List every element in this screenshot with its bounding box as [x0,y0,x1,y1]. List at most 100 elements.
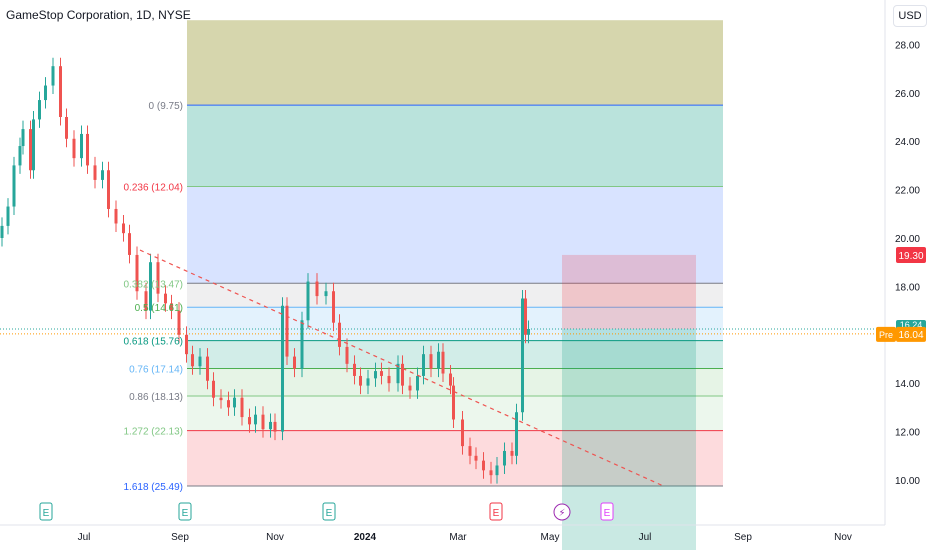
earnings-marker [322,502,336,521]
candle-body [72,138,76,159]
candle-body [135,254,139,292]
candle-body [149,262,152,311]
fib-label: 0.86 (18.13) [129,392,183,403]
price-tick-label: 20.00 [895,234,920,245]
candle-body [353,363,356,376]
fib-band [187,20,723,106]
candle-body [191,354,194,367]
fib-band [187,307,723,341]
fib-label: 0.5 (14.61) [135,303,183,314]
earnings-marker-label: E [43,508,50,519]
candle-body [495,465,499,476]
candle-body [300,320,304,369]
target-price-value: 19.30 [898,251,923,262]
earnings-marker [600,502,614,521]
candle-body [128,233,131,255]
candle-body [306,281,310,321]
candle-body [396,363,400,384]
price-tick-label: 24.00 [895,137,920,148]
candle-body [408,385,412,391]
dividend-marker-label: ⚡ [558,508,565,519]
time-axis[interactable]: Jul Sep Nov 2024 Mar May Jul Sep Nov [0,524,885,543]
candle-body [0,225,4,238]
candle-body [429,354,433,369]
fib-label: 0.618 (15.76) [124,337,184,348]
candle-body [374,371,377,379]
candle-body [380,371,383,376]
candle-body [285,305,289,357]
candle-body [122,223,125,234]
time-tick-label: Sep [171,532,189,543]
candle-body [44,85,47,101]
candle-body [510,450,514,456]
candle-body [293,356,296,369]
fib-band [187,283,723,308]
candle-body [482,460,485,471]
candle-body [345,346,349,364]
event-markers: E E E E E ⚡ [39,502,614,521]
price-tick-label: 10.00 [895,476,920,487]
price-tick-label: 18.00 [895,282,920,293]
candle-body [527,328,530,335]
candle-body [80,133,83,159]
time-tick-label: May [541,532,560,543]
candle-body [219,397,223,401]
candle-body [269,421,272,430]
candle-body [254,414,257,425]
candle-body [437,351,440,369]
candle-body [515,412,518,456]
stop-box [562,328,696,550]
candle-body [416,375,419,391]
candle-body [101,170,104,180]
candle-body [185,334,188,355]
earnings-marker [39,502,53,521]
candle-body [29,129,32,171]
fib-band [187,105,723,187]
fib-label: 1.618 (25.49) [124,482,184,493]
candle-body [359,375,362,386]
time-tick-label: Jul [78,532,91,543]
fib-labels: 1.618 (25.49) 1.272 (22.13) 0.86 (18.13) 0.… [124,101,184,493]
premarket-label-tag [876,326,896,342]
fib-band [187,430,723,487]
earnings-marker-label: E [604,508,611,519]
candle-body [315,281,319,297]
candle-body [164,293,167,304]
candles [0,57,530,484]
price-axis[interactable]: 10.0012.0014.0016.0018.0020.0022.0024.00… [884,0,920,525]
candle-body [12,165,16,207]
candle-body [422,354,425,376]
price-tick-label: 14.00 [895,379,920,390]
price-tick-label: 28.00 [895,40,920,51]
candle-body [227,400,230,408]
premarket-label: Pre [879,330,893,340]
earnings-marker [178,502,192,521]
dividend-marker [553,503,571,521]
candle-body [32,119,35,171]
price-tick-label: 26.00 [895,89,920,100]
position-boxes [0,254,885,550]
premarket-price-value: 16.04 [898,330,923,341]
target-box [562,254,696,329]
candle-body [170,303,173,311]
candle-body [233,397,236,408]
candle-body [387,375,391,384]
fib-label: 0 (9.75) [149,101,183,112]
time-tick-label: 2024 [354,532,377,543]
candle-body [338,322,341,347]
current-price-value: 16.24 [900,320,923,330]
candle-body [156,262,160,294]
price-tick-label: 12.00 [895,428,920,439]
candle-body [441,351,445,374]
candle-body [468,446,472,456]
fib-retracement-bands [187,20,723,487]
candle-body [107,170,110,209]
fib-label: 0.236 (12.04) [124,182,184,193]
candle-body [461,419,464,447]
fib-band [187,340,723,369]
fib-label: 0.76 (17.14) [129,364,183,375]
candle-body [401,363,404,386]
currency-button[interactable]: USD [893,5,927,27]
candle-body [452,385,455,420]
